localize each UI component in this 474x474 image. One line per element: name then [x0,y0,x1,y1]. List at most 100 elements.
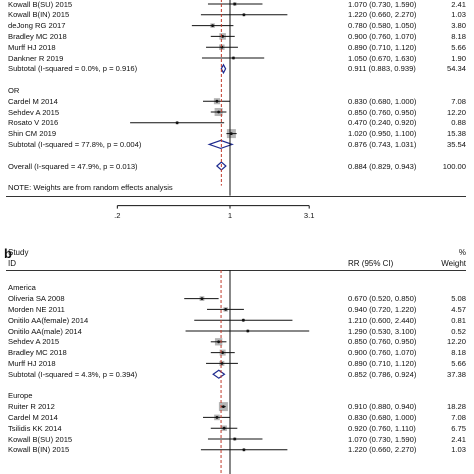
point-estimate [222,426,226,430]
study-label: Onitilo AA(female) 2014 [8,315,89,325]
percent-column-header: % [458,248,466,257]
study-label: Cardel M 2014 [8,412,58,422]
study-label: Sehdev A 2015 [8,107,60,117]
rr-ci-value: 0.830 (0.680, 1.000) [348,96,417,106]
point-estimate [241,318,245,322]
study-label: Morden NE 2011 [8,304,65,314]
weight-value: 35.54 [446,139,466,149]
rr-ci-value: 0.900 (0.760, 1.070) [348,348,417,358]
study-label: Murff HJ 2018 [8,358,56,368]
point-estimate [217,110,221,114]
rr-ci-value: 0.852 (0.786, 0.924) [348,369,417,379]
study-label: Tsilidis KK 2014 [8,423,62,433]
subtotal-label: Subtotal (I-squared = 77.8%, p = 0.004) [8,139,142,149]
weight-value: 8.18 [451,348,466,358]
point-estimate [175,121,179,125]
study-label: Onitilo AA(male) 2014 [8,326,82,336]
weight-value: 1.03 [451,10,466,20]
x-tick-label: 1 [227,210,233,220]
rr-ci-value: 0.910 (0.880, 0.940) [348,402,417,412]
study-label: deJong RG 2017 [8,21,66,31]
rr-ci-value: 0.884 (0.829, 0.943) [348,161,417,171]
rr-ci-value: 0.850 (0.760, 0.950) [348,107,417,117]
rr-ci-value: 1.070 (0.730, 1.590) [348,0,417,9]
point-estimate [229,132,233,136]
rr-ci-value: 0.890 (0.710, 1.120) [348,358,417,368]
weight-value: 7.08 [451,412,466,422]
rr-ci-value: 0.911 (0.883, 0.939) [348,64,416,74]
weight-value: 0.81 [451,315,466,325]
weight-value: 100.00 [442,161,466,171]
panel-a-bottom-rule [6,195,466,197]
point-estimate [217,340,221,344]
group-label: OR [8,85,20,95]
study-label: Rosato V 2016 [8,118,59,128]
id-column-header: ID [8,259,16,268]
point-estimate [221,405,225,408]
weight-value: 12.20 [446,107,466,117]
weight-value: 5.08 [451,294,466,304]
point-estimate [211,24,215,27]
rr-ci-value: 0.670 (0.520, 0.850) [348,294,417,304]
point-estimate [215,416,219,419]
x-tick-label: 3.1 [303,210,315,220]
weight-value: 1.90 [451,53,466,63]
rr-ci-value: 0.470 (0.240, 0.920) [348,118,417,128]
weight-value: 5.66 [451,358,466,368]
weight-value: 18.28 [446,402,466,412]
study-label: Kowall B(SU) 2015 [8,0,73,9]
point-estimate [233,2,237,6]
rr-ci-value: 0.830 (0.680, 1.000) [348,412,417,422]
study-label: Kowall B(IN) 2015 [8,445,70,455]
weight-value: 7.08 [451,96,466,106]
subtotal-label: Subtotal (I-squared = 4.3%, p = 0.394) [8,369,138,379]
subtotal-label: Subtotal (I-squared = 0.0%, p = 0.916) [8,64,138,74]
rr-ci-value: 0.920 (0.760, 1.110) [348,423,416,433]
rr-ci-value: 1.220 (0.660, 2.270) [348,10,417,20]
weight-column-header: Weight [441,259,466,268]
rr-ci-value: 0.876 (0.743, 1.031) [348,139,417,149]
point-estimate [215,99,219,103]
weight-value: 4.57 [451,304,466,314]
weight-value: 15.38 [446,129,466,139]
weight-value: 5.66 [451,42,466,52]
rr-ci-value: 1.220 (0.660, 2.270) [348,445,417,455]
header-rule [6,270,466,271]
rr-ci-value: 1.050 (0.670, 1.630) [348,53,417,63]
weight-value: 0.52 [451,326,466,336]
weight-value: 2.41 [451,0,466,9]
weight-value: 3.80 [451,21,466,31]
study-label: Dankner R 2019 [8,53,64,63]
overall-diamond [215,161,227,171]
study-label: Kowall B(IN) 2015 [8,10,70,20]
study-label: Cardel M 2014 [8,96,58,106]
weight-value: 8.18 [451,31,466,41]
weight-value: 2.41 [451,434,466,444]
rr-ci-value: 1.210 (0.600, 2.440) [348,315,417,325]
study-column-header: Study [8,248,29,257]
point-estimate [232,56,235,60]
study-label: Murff HJ 2018 [8,42,56,52]
subtotal-diamond [220,63,227,75]
study-label: Sehdev A 2015 [8,337,60,347]
weight-value: 37.38 [446,369,466,379]
study-label: Oliveria SA 2008 [8,294,65,304]
x-tick-label: .2 [114,210,121,220]
point-estimate [246,329,250,333]
weight-value: 54.34 [446,64,466,74]
group-label: Europe [8,391,33,401]
rr-ci-value: 0.850 (0.760, 0.950) [348,337,417,347]
weight-value: 0.88 [451,118,466,128]
point-estimate [224,308,228,311]
rr-column-header: RR (95% CI) [348,259,394,268]
rr-ci-value: 1.290 (0.530, 3.100) [348,326,417,336]
point-estimate [233,437,237,441]
rr-ci-value: 0.900 (0.760, 1.070) [348,31,417,41]
weight-value: 6.75 [451,423,466,433]
study-label: Bradley MC 2018 [8,31,67,41]
study-label: Shin CM 2019 [8,129,57,139]
point-estimate [221,351,225,354]
panel-letter: b [4,246,12,261]
